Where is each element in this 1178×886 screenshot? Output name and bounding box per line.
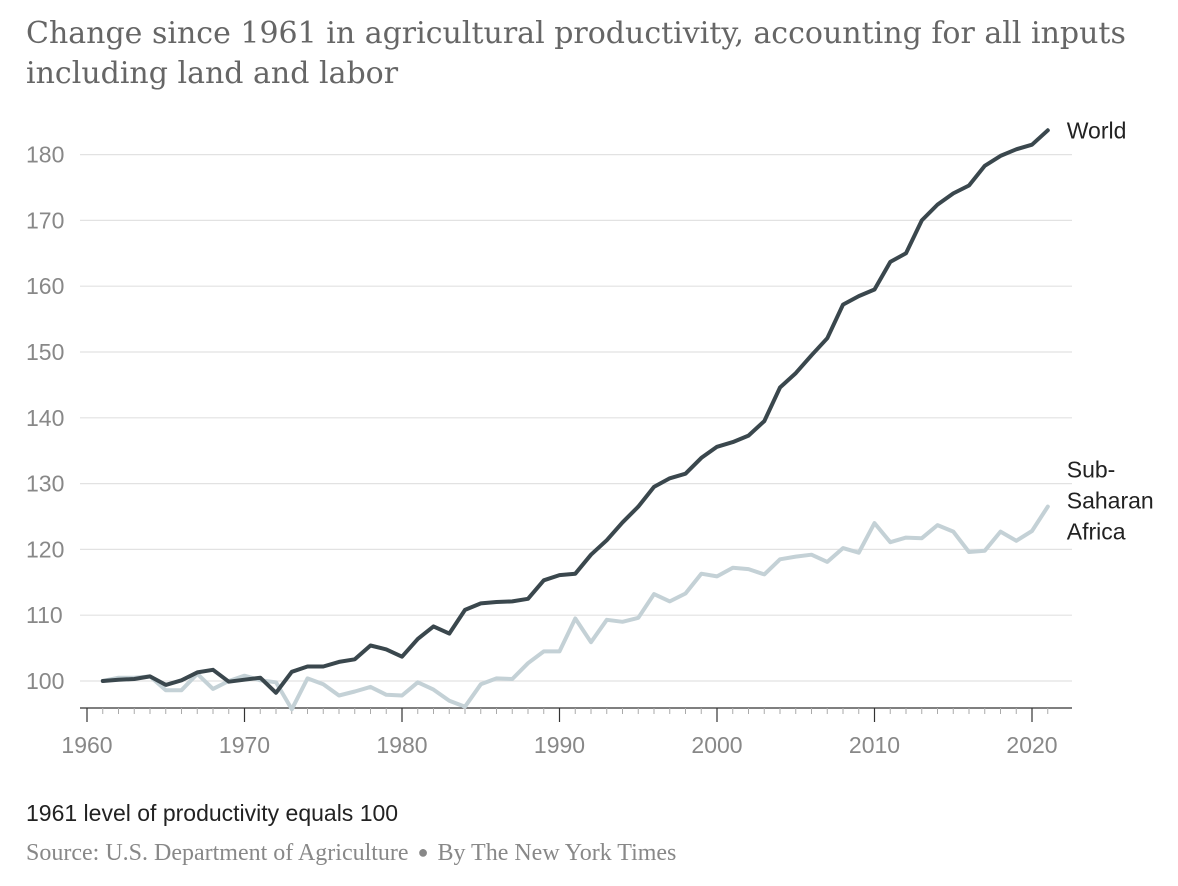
y-tick-label-160: 160 xyxy=(26,273,64,299)
chart-note: 1961 level of productivity equals 100 xyxy=(26,800,399,826)
x-tick-label-2010: 2010 xyxy=(849,732,900,758)
series-line-world xyxy=(100,128,1050,695)
series-label-world: World xyxy=(1067,117,1127,143)
axes: 100 110 120 130 140 150 160 170 180 1960 1970 1980 1… xyxy=(26,142,1072,758)
y-tick-label-110: 110 xyxy=(26,602,63,628)
x-tick-label-1970: 1970 xyxy=(219,732,270,758)
y-tick-label-180: 180 xyxy=(26,142,64,168)
series-label-sub-saharan-africa: Sub- Saharan Africa xyxy=(1067,457,1154,545)
series-labels: World Sub- Saharan Africa xyxy=(1067,117,1154,544)
source-text: U.S. Department of Agriculture xyxy=(105,840,409,866)
y-tick-label-100: 100 xyxy=(26,668,64,694)
series-label-line: World xyxy=(1067,117,1127,143)
source-label: Source: xyxy=(26,840,100,866)
y-tick-label-170: 170 xyxy=(26,207,64,233)
y-tick-label-140: 140 xyxy=(26,405,64,431)
x-tick-label-1980: 1980 xyxy=(376,732,427,758)
gridlines xyxy=(80,154,1072,682)
separator-dot-icon: ● xyxy=(417,842,429,862)
y-tick-label-120: 120 xyxy=(26,536,64,562)
x-tick-label-1960: 1960 xyxy=(61,732,112,758)
x-tick-label-2020: 2020 xyxy=(1006,732,1057,758)
y-tick-label-150: 150 xyxy=(26,339,64,365)
chart-source: Source: U.S. Department of Agriculture ●… xyxy=(26,840,676,867)
x-tick-label-1990: 1990 xyxy=(534,732,585,758)
series-lines xyxy=(100,128,1050,712)
series-label-line: Saharan xyxy=(1067,488,1154,514)
x-tick-label-2000: 2000 xyxy=(691,732,742,758)
byline: By The New York Times xyxy=(437,840,677,866)
y-tick-label-130: 130 xyxy=(26,471,64,497)
series-label-line: Sub- xyxy=(1067,457,1116,483)
series-label-line: Africa xyxy=(1067,519,1126,545)
chart-title: Change since 1961 in agricultural produc… xyxy=(26,16,1126,91)
